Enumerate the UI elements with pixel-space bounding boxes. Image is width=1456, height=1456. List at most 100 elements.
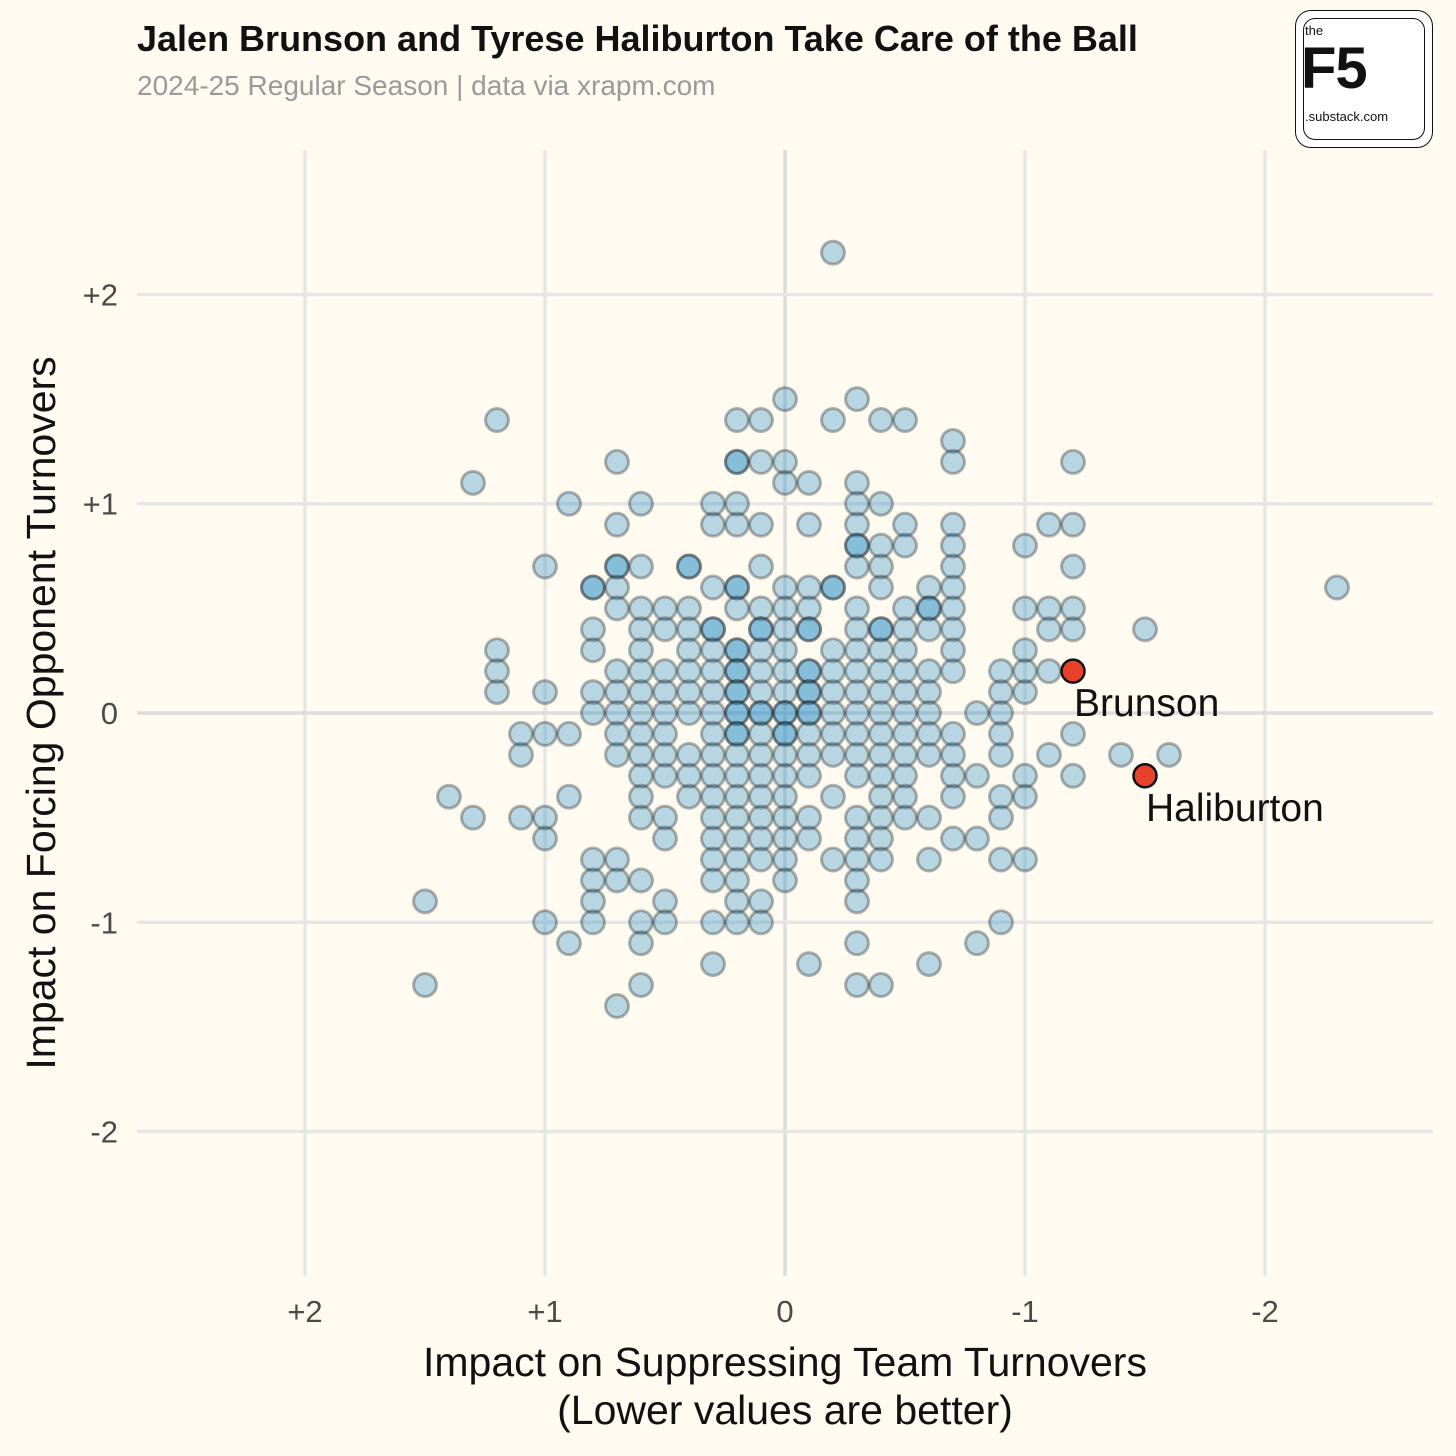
player-point	[964, 762, 990, 789]
player-point	[796, 804, 822, 831]
player-point	[724, 448, 750, 475]
player-point	[844, 658, 870, 685]
player-point	[580, 637, 606, 664]
player-point	[820, 720, 846, 747]
player-point	[652, 658, 678, 685]
player-point	[724, 637, 750, 664]
player-point	[868, 532, 894, 559]
player-point	[892, 637, 918, 664]
player-point	[748, 595, 774, 622]
player-point	[796, 700, 822, 726]
player-point	[508, 741, 534, 768]
player-point	[700, 700, 726, 726]
player-point	[868, 762, 894, 789]
player-point	[1060, 616, 1086, 643]
player-point	[604, 992, 630, 1019]
player-point	[1060, 448, 1086, 475]
player-point	[772, 469, 798, 496]
player-point	[844, 532, 870, 559]
player-point	[628, 930, 654, 957]
player-point	[580, 700, 606, 726]
player-point	[652, 741, 678, 768]
player-point	[700, 679, 726, 706]
player-point	[796, 720, 822, 747]
player-point	[748, 783, 774, 810]
x-tick-label: -2	[1251, 1294, 1279, 1329]
player-point	[916, 658, 942, 685]
player-point	[844, 386, 870, 413]
x-tick-label: 0	[776, 1294, 793, 1329]
player-point	[724, 658, 750, 685]
player-point	[412, 888, 438, 915]
player-point	[796, 658, 822, 685]
player-point	[628, 720, 654, 747]
player-point	[604, 553, 630, 580]
player-point	[796, 595, 822, 622]
player-point	[916, 846, 942, 873]
player-point	[844, 469, 870, 496]
player-point	[580, 888, 606, 915]
player-point	[820, 846, 846, 873]
player-point	[868, 616, 894, 643]
player-point	[940, 825, 966, 852]
player-point	[676, 762, 702, 789]
player-point	[724, 658, 750, 685]
player-point	[820, 574, 846, 601]
player-point	[868, 616, 894, 643]
player-point	[700, 720, 726, 747]
player-point	[724, 700, 750, 726]
player-point	[772, 386, 798, 413]
logo-f5-text: F5	[1301, 36, 1368, 101]
player-point	[532, 553, 558, 580]
player-point	[796, 700, 822, 726]
player-point	[652, 679, 678, 706]
player-point	[940, 448, 966, 475]
player-point	[868, 783, 894, 810]
player-point	[1036, 595, 1062, 622]
player-point	[748, 888, 774, 915]
player-point	[748, 825, 774, 852]
highlight-point-haliburton	[1132, 763, 1158, 789]
y-tick-label: 0	[101, 696, 118, 731]
player-point	[796, 616, 822, 643]
player-point	[604, 700, 630, 726]
player-point	[748, 407, 774, 434]
player-point	[940, 783, 966, 810]
player-point	[796, 741, 822, 768]
player-point	[940, 720, 966, 747]
player-point	[652, 762, 678, 789]
player-point	[892, 407, 918, 434]
player-point	[748, 700, 774, 726]
player-point	[628, 783, 654, 810]
player-point	[868, 637, 894, 664]
player-point	[724, 574, 750, 601]
player-point	[700, 741, 726, 768]
player-point	[1036, 616, 1062, 643]
player-point	[628, 804, 654, 831]
player-point	[748, 616, 774, 643]
player-point	[892, 804, 918, 831]
player-point	[748, 846, 774, 873]
player-point	[724, 574, 750, 601]
player-point	[676, 637, 702, 664]
player-point	[460, 804, 486, 831]
player-point	[532, 804, 558, 831]
tick-labels: +2 +1 0 -1 -2 +2 +1 0 -1 -2	[83, 277, 1279, 1329]
player-point	[1012, 532, 1038, 559]
player-point	[820, 658, 846, 685]
player-point	[724, 511, 750, 538]
player-point	[700, 804, 726, 831]
player-point	[868, 741, 894, 768]
y-tick-label: -1	[90, 905, 118, 940]
player-point	[700, 658, 726, 685]
player-point	[580, 574, 606, 601]
player-point	[844, 804, 870, 831]
player-point	[1012, 846, 1038, 873]
x-axis-label-note: (Lower values are better)	[557, 1387, 1013, 1433]
player-point	[580, 574, 606, 601]
player-point	[772, 637, 798, 664]
player-point	[892, 595, 918, 622]
player-point	[892, 741, 918, 768]
player-point	[892, 783, 918, 810]
